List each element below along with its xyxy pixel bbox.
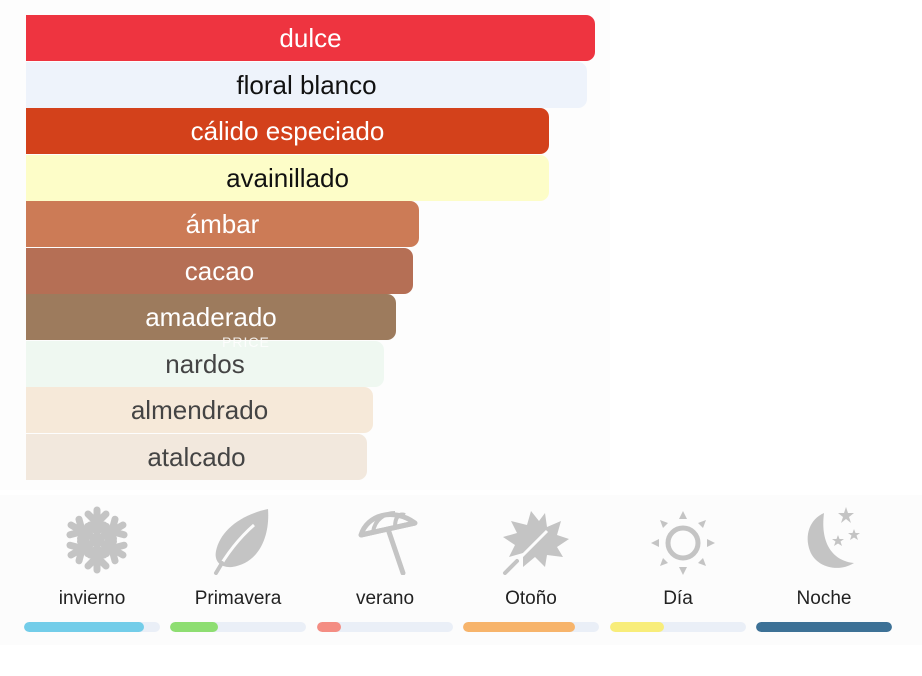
accord-label: almendrado [130, 394, 269, 425]
accord-bar: dulce [26, 15, 595, 61]
accord-bar: cacao [26, 248, 413, 294]
moon-stars-icon [807, 507, 860, 568]
accord-bar: almendrado [26, 387, 373, 433]
season-label: Otoño [505, 588, 557, 609]
season-track [317, 622, 453, 632]
accord-label: cálido especiado [190, 115, 385, 146]
season-label: Primavera [194, 588, 282, 609]
season-track [24, 622, 160, 632]
accord-bar: avainillado [26, 155, 549, 201]
season-autumn[interactable]: Otoño [463, 495, 599, 645]
watermark: PRICE [222, 334, 270, 350]
accord-bar: cálido especiado [26, 108, 549, 154]
accord-bar: amaderado [26, 294, 396, 340]
season-fill [317, 622, 342, 632]
season-fill [756, 622, 892, 632]
season-fill [24, 622, 144, 632]
accord-label: avainillado [226, 162, 349, 193]
season-track [756, 622, 892, 632]
season-track [463, 622, 599, 632]
main-accords-panel: dulce floral blanco cálido especiado ava… [0, 0, 610, 490]
season-track [610, 622, 746, 632]
accord-bar: ámbar [26, 201, 419, 247]
accord-label: ámbar [185, 208, 260, 239]
accord-label: amaderado [145, 301, 277, 332]
season-winter[interactable]: invierno [24, 495, 160, 645]
accord-label: cacao [184, 255, 255, 286]
season-label: invierno [58, 588, 126, 609]
maple-leaf-icon [503, 511, 569, 575]
season-day[interactable]: Día [610, 495, 746, 645]
leaf-icon [214, 509, 269, 575]
season-summer[interactable]: verano [317, 495, 453, 645]
season-label: verano [355, 588, 415, 609]
season-fill [170, 622, 218, 632]
season-spring[interactable]: Primavera [170, 495, 306, 645]
accord-bar: atalcado [26, 434, 367, 480]
season-fill [463, 622, 575, 632]
accord-label: dulce [279, 22, 342, 53]
season-track [170, 622, 306, 632]
season-label: Noche [796, 588, 852, 609]
season-night[interactable]: Noche [756, 495, 892, 645]
season-label: Día [663, 588, 693, 609]
season-rating-panel: invierno Primavera verano Otoño [0, 495, 922, 645]
accord-label: nardos [165, 348, 245, 379]
umbrella-icon [358, 511, 418, 575]
accord-label: floral blanco [236, 69, 377, 100]
season-fill [610, 622, 665, 632]
accord-bar: nardos [26, 341, 384, 387]
snowflake-icon [62, 506, 132, 575]
accord-label: atalcado [147, 441, 246, 472]
accord-bar: floral blanco [26, 62, 587, 108]
sun-icon [651, 511, 715, 575]
